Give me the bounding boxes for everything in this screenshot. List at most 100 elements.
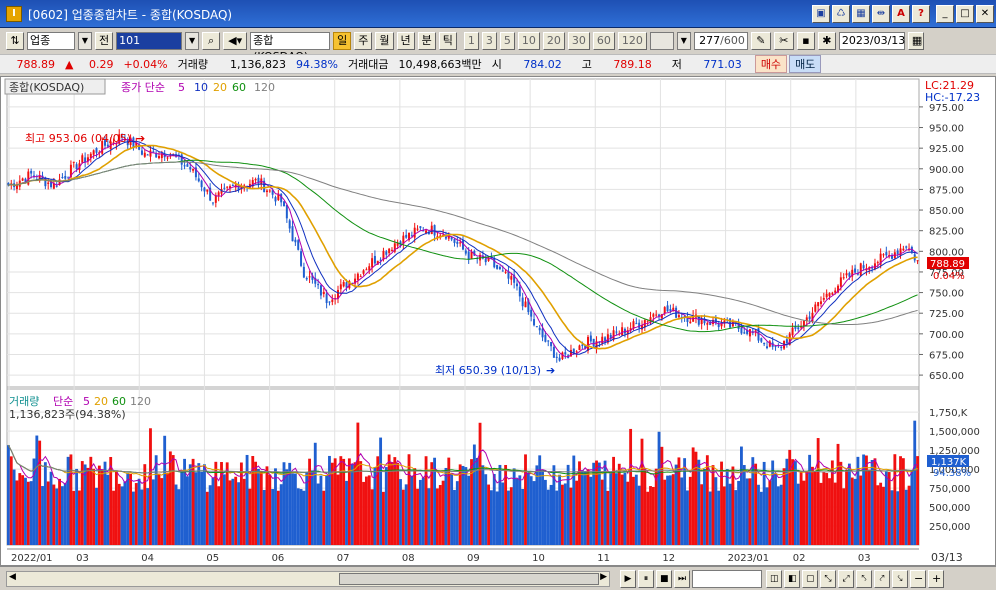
minute-20-button[interactable]: 20 [542, 32, 565, 50]
candle-body [700, 319, 703, 325]
stop-button[interactable]: ■ [656, 570, 672, 588]
legend-ma-label: 종가 단순 [121, 81, 165, 94]
horizontal-scrollbar[interactable]: ◀ ▶ [6, 571, 610, 587]
scrollbar-thumb[interactable] [339, 573, 599, 585]
chevron-down-icon[interactable]: ▼ [676, 32, 691, 50]
chevron-down-icon[interactable]: ▼ [185, 32, 200, 50]
zoom-out-button[interactable]: − [910, 570, 926, 588]
price-axis-label: 900.00 [929, 165, 964, 176]
candle-body [283, 201, 286, 207]
link-icon[interactable]: ▣ [812, 5, 830, 23]
expand-icon[interactable]: ⤡ [820, 570, 836, 588]
volume-bar [873, 458, 877, 545]
time-axis-label: 03 [76, 553, 89, 564]
tab-period-month[interactable]: 월 [375, 32, 394, 50]
volume-bar [203, 464, 206, 545]
tab-period-tick[interactable]: 틱 [438, 32, 457, 50]
chart-link-icon[interactable]: ⇅ [6, 32, 24, 50]
volume-bar [322, 490, 326, 545]
split-icon[interactable]: ◧ [784, 570, 800, 588]
tab-period-day[interactable]: 일 [333, 32, 352, 50]
window-split-icon[interactable]: ⇹ [872, 5, 890, 23]
help-icon[interactable]: ? [912, 5, 930, 23]
date-input[interactable]: 2023/03/13 [838, 32, 905, 50]
volume-bar [171, 455, 175, 545]
volume-bar [393, 457, 397, 545]
candle-body [61, 176, 64, 178]
expand-3-icon[interactable]: ⤣ [856, 570, 872, 588]
candle-body [257, 177, 260, 184]
category-select[interactable]: 업종 [27, 32, 75, 50]
speaker-icon[interactable]: ◀▾ [223, 32, 248, 50]
volume-bar [401, 489, 405, 545]
minute-1-button[interactable]: 1 [463, 32, 479, 50]
volume-bar [768, 480, 772, 545]
chart-tool-icon[interactable]: ✎ [750, 32, 771, 50]
box-icon[interactable]: ▢ [802, 570, 818, 588]
volume-bar [578, 461, 581, 545]
search-icon[interactable]: ⌕ [202, 32, 221, 50]
minute-60-button[interactable]: 60 [592, 32, 615, 50]
tab-period-minute[interactable]: 분 [417, 32, 436, 50]
minute-10-button[interactable]: 10 [517, 32, 540, 50]
open-label: 시 [491, 58, 502, 71]
scroll-left-icon[interactable]: ◀ [9, 572, 16, 582]
save-icon[interactable]: ▪ [796, 32, 815, 50]
expand-2-icon[interactable]: ⤢ [838, 570, 854, 588]
volume-bar [191, 458, 195, 545]
font-icon[interactable]: A [892, 5, 910, 23]
volume-bar [643, 467, 647, 545]
buy-order-button[interactable]: 매수 [754, 55, 788, 73]
candle-body [354, 278, 357, 284]
stock-chart[interactable]: 975.00 950.00 925.00 900.00 875.00 850.00 825.… [1, 77, 995, 565]
close-button[interactable]: ✕ [976, 5, 994, 23]
chart-area[interactable]: 975.00 950.00 925.00 900.00 875.00 850.00 825.… [0, 76, 996, 566]
candle-body [58, 179, 61, 185]
scissors-icon[interactable]: ✂ [773, 32, 794, 50]
calendar-icon[interactable]: ▦ [907, 32, 924, 50]
volume-bar [913, 420, 917, 545]
tab-period-week[interactable]: 주 [354, 32, 373, 50]
low-value: 771.03 [703, 57, 742, 71]
candle-body [470, 251, 473, 260]
minute-5-button[interactable]: 5 [499, 32, 515, 50]
volume-bar [404, 484, 408, 545]
grid-icon[interactable]: ▦ [852, 5, 870, 23]
sell-order-button[interactable]: 매도 [789, 55, 822, 73]
ma-line-10 [8, 140, 918, 355]
minute-custom-input[interactable] [649, 32, 674, 50]
skip-button[interactable]: ⏭ [674, 570, 690, 588]
volume-bar [526, 472, 530, 545]
jeon-button[interactable]: 전 [95, 32, 114, 50]
scroll-right-icon[interactable]: ▶ [600, 572, 607, 582]
count-input[interactable]: 277/600 [693, 32, 748, 50]
expand-5-icon[interactable]: ⤥ [892, 570, 908, 588]
minute-30-button[interactable]: 30 [567, 32, 590, 50]
layout-icon[interactable]: ◫ [766, 570, 782, 588]
maximize-button[interactable]: □ [956, 5, 974, 23]
candle-body [811, 312, 814, 322]
expand-4-icon[interactable]: ⤤ [874, 570, 890, 588]
play-button[interactable]: ▶ [620, 570, 636, 588]
tab-period-year[interactable]: 년 [396, 32, 415, 50]
pause-button[interactable]: ⏸ [638, 570, 654, 588]
candle-body [180, 154, 183, 165]
hc-indicator: HC:-17.23 [925, 91, 980, 104]
minute-120-button[interactable]: 120 [617, 32, 647, 50]
volume-bar [856, 456, 860, 545]
minute-3-button[interactable]: 3 [481, 32, 497, 50]
zoom-in-button[interactable]: + [928, 570, 944, 588]
volume-bar [640, 438, 644, 545]
refresh-icon[interactable]: ♺ [832, 5, 850, 23]
gear-icon[interactable]: ✱ [817, 32, 836, 50]
speed-slider[interactable] [692, 570, 762, 588]
minimize-button[interactable]: _ [936, 5, 954, 23]
candle-body [854, 268, 857, 273]
candle-body [896, 250, 899, 255]
candle-body [328, 301, 331, 303]
market-name-field: 종합(KOSDAQ) [250, 32, 331, 63]
volume-bar [140, 489, 144, 545]
app-icon: I [6, 6, 22, 22]
code-input[interactable]: 101 [116, 32, 183, 50]
chevron-down-icon[interactable]: ▼ [78, 32, 92, 50]
